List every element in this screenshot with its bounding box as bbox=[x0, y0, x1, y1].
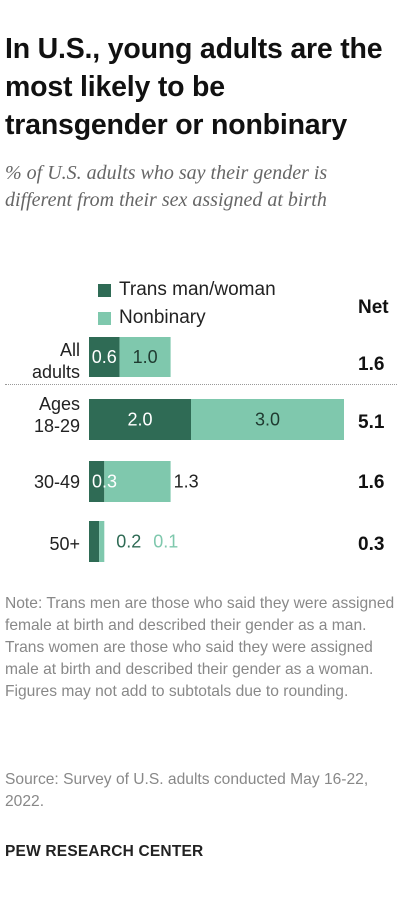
net-column-header: Net bbox=[358, 297, 389, 318]
bar-trans-2 bbox=[89, 461, 105, 502]
bar-nonbinary-1 bbox=[191, 399, 344, 440]
category-label-line: Ages bbox=[38, 394, 80, 414]
legend-swatch-trans bbox=[98, 283, 111, 297]
net-value-all-adults: 1.6 bbox=[358, 354, 385, 375]
data-label-trans-0: 0.6 bbox=[92, 347, 117, 367]
chart-note: Note: Trans men are those who said they … bbox=[5, 595, 395, 700]
category-label-line: All bbox=[59, 340, 80, 360]
category-label-line: 30-49 bbox=[33, 472, 80, 492]
category-label-30-49: 30-49 bbox=[10, 471, 80, 493]
bar-nonbinary-0 bbox=[119, 337, 171, 377]
bar-nonbinary-3 bbox=[99, 521, 105, 562]
bar-trans-1 bbox=[89, 399, 191, 440]
chart-source: Source: Survey of U.S. adults conducted … bbox=[5, 771, 369, 810]
legend-swatch-nonbinary bbox=[98, 311, 111, 325]
chart-subtitle: % of U.S. adults who say their gender is… bbox=[5, 162, 328, 211]
data-label-trans-3: 0.2 bbox=[116, 532, 141, 552]
legend-label-nonbinary: Nonbinary bbox=[119, 307, 206, 328]
net-value-18-29: 5.1 bbox=[358, 412, 385, 433]
category-label-line: 50+ bbox=[49, 534, 80, 554]
data-label-nonbinary-3: 0.1 bbox=[153, 532, 178, 552]
data-label-nonbinary-1: 3.0 bbox=[255, 410, 280, 430]
category-label-18-29: Ages 18-29 bbox=[10, 393, 80, 437]
legend-label-trans: Trans man/woman bbox=[119, 279, 276, 300]
data-label-nonbinary-2: 1.3 bbox=[174, 472, 199, 492]
data-label-trans-1: 2.0 bbox=[127, 410, 152, 430]
bar-trans-3 bbox=[89, 521, 100, 562]
net-value-50-plus: 0.3 bbox=[358, 534, 385, 555]
bar-nonbinary-2 bbox=[104, 461, 171, 502]
category-label-line: 18-29 bbox=[33, 416, 80, 436]
data-label-nonbinary-0: 1.0 bbox=[133, 347, 158, 367]
category-label-line: adults bbox=[31, 362, 80, 382]
category-label-50-plus: 50+ bbox=[10, 533, 80, 555]
data-label-trans-2: 0.3 bbox=[92, 472, 117, 492]
net-value-30-49: 1.6 bbox=[358, 472, 385, 493]
category-label-all-adults: All adults bbox=[10, 339, 80, 383]
legend-item-trans: Trans man/woman bbox=[98, 279, 276, 301]
publisher-credit: PEW RESEARCH CENTER bbox=[5, 843, 204, 860]
row-divider bbox=[5, 384, 397, 385]
bar-trans-0 bbox=[89, 337, 120, 377]
legend-item-nonbinary: Nonbinary bbox=[98, 307, 206, 329]
chart-title: In U.S., young adults are the most likel… bbox=[5, 33, 383, 141]
